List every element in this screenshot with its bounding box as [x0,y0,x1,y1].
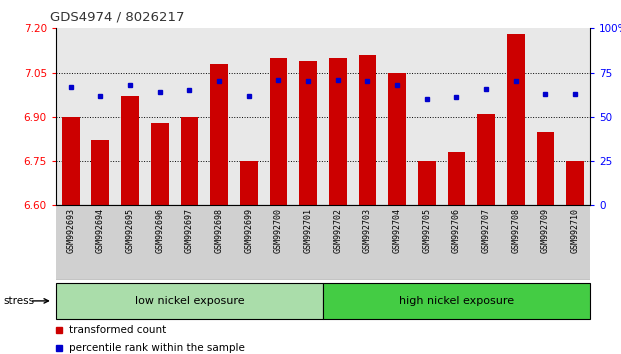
Text: GSM992702: GSM992702 [333,207,342,252]
Bar [240,161,258,205]
Text: GDS4974 / 8026217: GDS4974 / 8026217 [50,11,184,24]
Text: GSM992696: GSM992696 [155,207,164,252]
Text: GSM992709: GSM992709 [541,207,550,252]
Bar [62,117,79,205]
Text: GSM992694: GSM992694 [96,207,105,252]
Text: GSM992705: GSM992705 [422,207,431,252]
Text: GSM992704: GSM992704 [392,207,402,252]
Text: GSM992695: GSM992695 [125,207,135,252]
Bar [299,61,317,205]
Text: GSM992707: GSM992707 [482,207,491,252]
Bar [448,152,465,205]
Text: transformed count: transformed count [69,325,166,335]
Bar [56,283,323,319]
Text: GSM992701: GSM992701 [304,207,312,252]
Bar [566,161,584,205]
Text: GSM992710: GSM992710 [571,207,579,252]
Bar [358,55,376,205]
Bar [181,117,198,205]
Bar [477,114,495,205]
Text: stress: stress [3,296,34,306]
Text: GSM992706: GSM992706 [452,207,461,252]
Bar [210,64,228,205]
Text: GSM992700: GSM992700 [274,207,283,252]
Bar [270,58,288,205]
Text: GSM992708: GSM992708 [511,207,520,252]
Text: low nickel exposure: low nickel exposure [135,296,244,306]
Bar [151,123,169,205]
Bar [121,96,139,205]
Text: GSM992693: GSM992693 [66,207,75,252]
Bar [91,141,109,205]
Text: high nickel exposure: high nickel exposure [399,296,514,306]
Bar [507,34,525,205]
Bar [323,283,590,319]
Bar [537,132,555,205]
Bar [388,73,406,205]
Bar [418,161,436,205]
Text: GSM992699: GSM992699 [244,207,253,252]
Text: percentile rank within the sample: percentile rank within the sample [69,343,245,353]
Text: GSM992698: GSM992698 [215,207,224,252]
Text: GSM992697: GSM992697 [185,207,194,252]
Bar [329,58,347,205]
Text: GSM992703: GSM992703 [363,207,372,252]
